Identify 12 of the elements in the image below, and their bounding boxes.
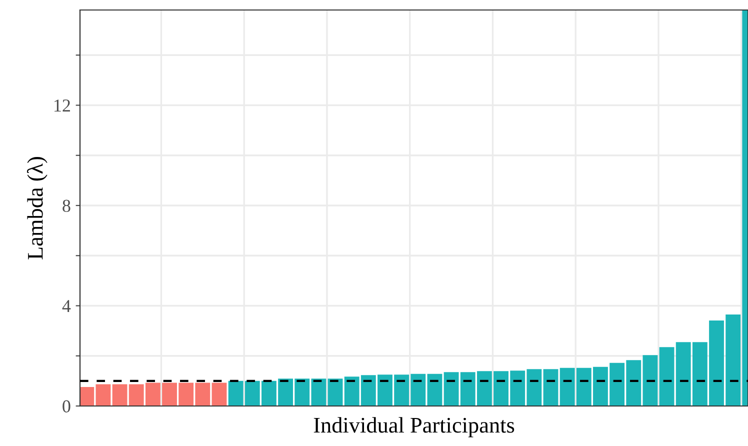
y-tick-label: 4 <box>62 300 71 312</box>
y-axis-title: Lambda (λ) <box>26 157 48 260</box>
bar <box>659 347 674 406</box>
y-tick-label: 12 <box>54 100 70 112</box>
bar <box>427 374 442 406</box>
y-tick-label: 0 <box>62 400 70 412</box>
bar <box>543 369 558 406</box>
x-axis-title: Individual Participants <box>314 417 514 438</box>
bar <box>212 382 227 406</box>
bar <box>112 384 128 406</box>
bar <box>328 378 343 406</box>
y-tick-label: 8 <box>62 200 70 212</box>
